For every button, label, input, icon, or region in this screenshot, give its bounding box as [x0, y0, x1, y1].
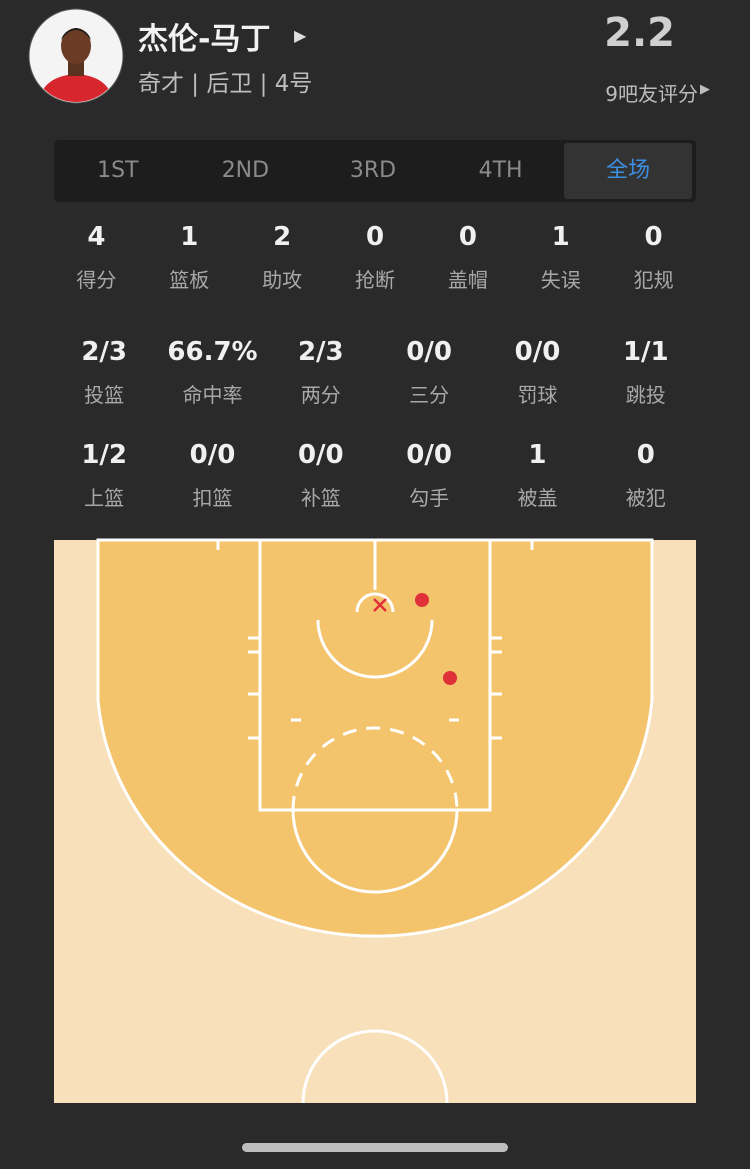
stat-value: 0/0 [406, 440, 452, 470]
stat-label: 被盖 [517, 486, 558, 510]
avatar[interactable] [28, 8, 124, 104]
arrow-icon: ▶ [700, 82, 710, 97]
stat-item: 4 得分 [50, 222, 143, 293]
stat-label: 上篮 [84, 486, 125, 510]
stat-value: 1 [551, 222, 570, 252]
stat-item: 2 助攻 [236, 222, 329, 293]
stat-value: 0/0 [514, 337, 561, 367]
stat-label: 命中率 [182, 383, 243, 407]
stat-item: 66.7% 命中率 [158, 337, 266, 408]
stat-item: 2/3 投篮 [50, 337, 158, 408]
stat-item: 0 盖帽 [421, 222, 514, 293]
period-tab[interactable]: 4TH [478, 158, 523, 183]
stat-value: 0 [636, 440, 655, 470]
player-name[interactable]: 杰伦-马丁 [138, 22, 271, 57]
stat-value: 1/2 [81, 440, 127, 470]
stat-label: 勾手 [409, 486, 450, 510]
stat-label: 犯规 [633, 268, 674, 292]
stat-item: 1/2 上篮 [50, 440, 158, 511]
stat-item: 0/0 罚球 [483, 337, 591, 408]
rating-count[interactable]: 9吧友评分 [605, 82, 698, 106]
stat-item: 0 犯规 [607, 222, 700, 293]
stat-label: 被犯 [625, 486, 666, 510]
stat-value: 2 [273, 222, 292, 252]
stats-row: 1/2 上篮 0/0 扣篮 0/0 补篮 0/0 勾手 1 被盖 0 被犯 [50, 440, 700, 511]
stat-label: 两分 [300, 383, 341, 407]
stat-value: 0/0 [406, 337, 452, 367]
stat-label: 跳投 [625, 383, 666, 407]
stat-label: 补篮 [300, 486, 341, 510]
stat-label: 罚球 [517, 383, 558, 407]
stat-item: 0/0 扣篮 [158, 440, 266, 511]
stat-value: 0 [458, 222, 477, 252]
stat-value: 2/3 [297, 337, 344, 367]
stat-item: 1 失误 [514, 222, 607, 293]
stat-value: 0/0 [189, 440, 236, 470]
stat-item: 0 抢断 [329, 222, 422, 293]
stat-value: 1 [180, 222, 199, 252]
stat-value: 0 [644, 222, 663, 252]
stat-label: 抢断 [355, 268, 395, 292]
stat-item: 0/0 勾手 [375, 440, 483, 511]
stat-item: 1/1 跳投 [592, 337, 700, 408]
stat-label: 投篮 [84, 383, 125, 407]
stat-label: 篮板 [169, 268, 210, 292]
home-indicator[interactable] [242, 1143, 508, 1152]
stat-item: 0 被犯 [592, 440, 700, 511]
stats-row: 4 得分 1 篮板 2 助攻 0 抢断 0 盖帽 1 失误 0 犯规 [50, 222, 700, 293]
period-tab[interactable]: 全场 [564, 143, 692, 199]
stat-item: 1 篮板 [143, 222, 236, 293]
period-tabs: 1ST 2ND 3RD 4TH 全场 [54, 140, 696, 202]
period-tab[interactable]: 2ND [221, 158, 270, 183]
stat-value: 2/3 [81, 337, 127, 367]
stat-value: 1 [528, 440, 547, 470]
stat-label: 失误 [540, 268, 581, 292]
stat-item: 0/0 三分 [375, 337, 483, 408]
stat-value: 66.7% [167, 337, 258, 367]
stats-row: 2/3 投篮 66.7% 命中率 2/3 两分 0/0 三分 0/0 罚球 1/1 跳投 [50, 337, 700, 408]
player-info: 奇才 | 后卫 | 4号 [138, 71, 313, 97]
stat-item: 1 被盖 [483, 440, 591, 511]
stat-value: 4 [87, 222, 106, 252]
rating: 2.2 [604, 10, 675, 56]
stat-label: 盖帽 [447, 268, 488, 292]
stat-label: 扣篮 [192, 486, 233, 510]
arrow-icon: ▶ [294, 26, 307, 45]
stat-value: 0 [365, 222, 385, 252]
stat-item: 2/3 两分 [267, 337, 375, 408]
stat-value: 0/0 [297, 440, 344, 470]
stat-label: 得分 [76, 268, 117, 292]
stat-label: 三分 [409, 383, 450, 407]
period-tab[interactable]: 1ST [97, 158, 139, 183]
stat-item: 0/0 补篮 [267, 440, 375, 511]
stat-label: 助攻 [262, 268, 303, 292]
period-tab[interactable]: 3RD [349, 158, 397, 183]
stat-value: 1/1 [622, 337, 669, 367]
